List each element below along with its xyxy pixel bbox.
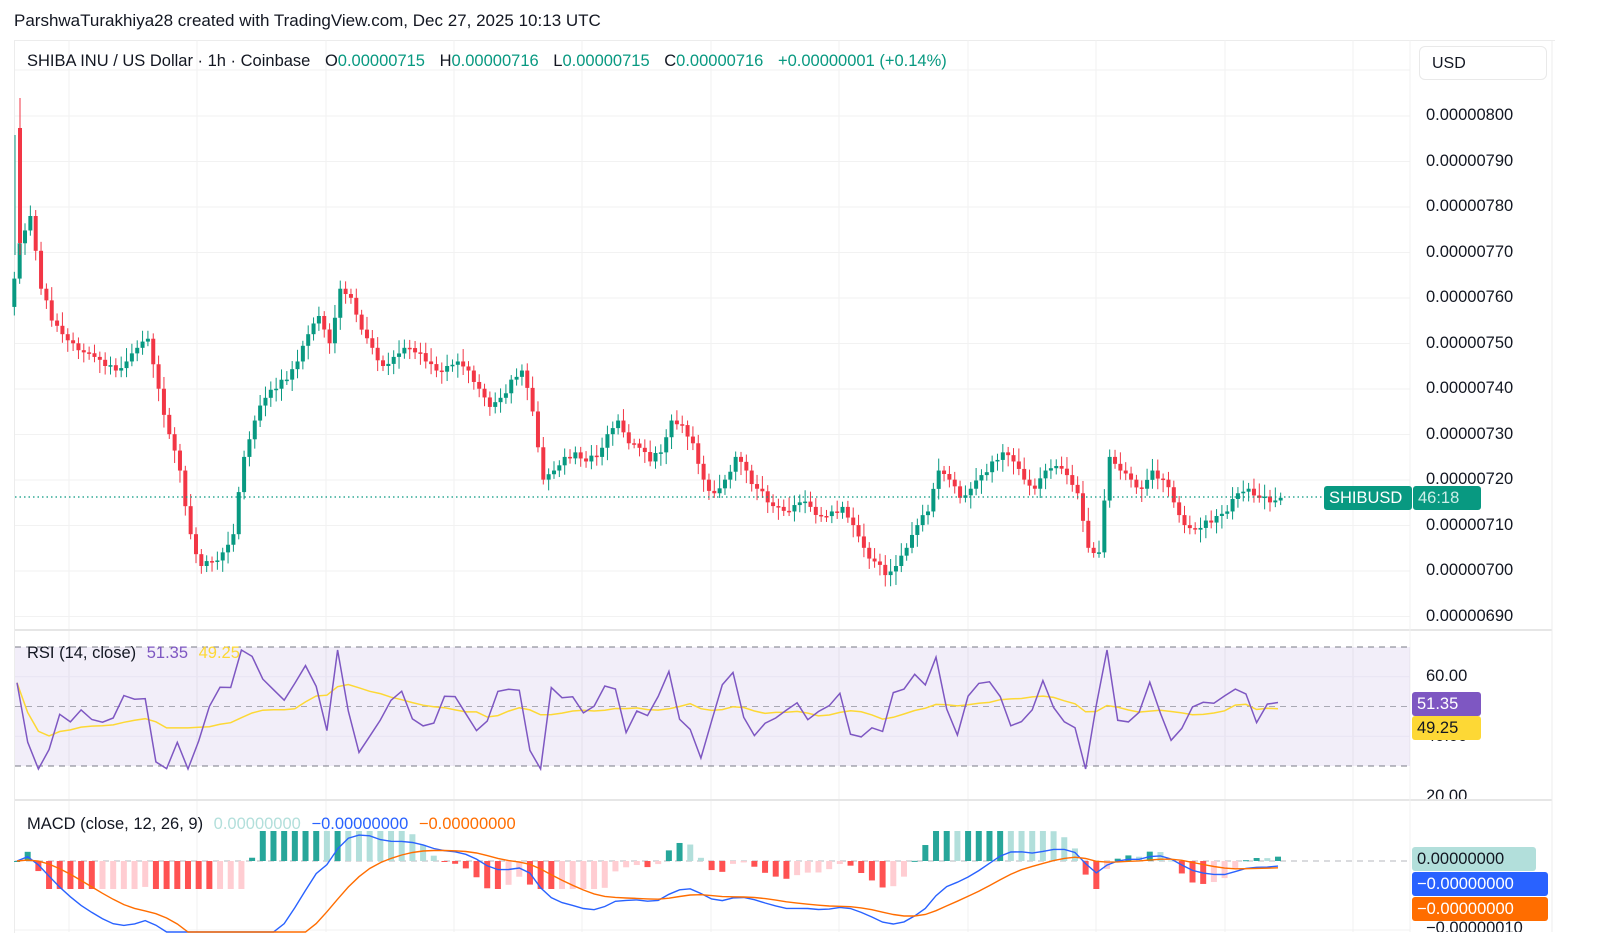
- price-axis-label: 0.00000760: [1426, 288, 1514, 306]
- rsi-axis-20: 20.00: [1426, 787, 1468, 799]
- macd-line-badge: −0.00000000: [1412, 872, 1548, 896]
- price-axis-label: 0.00000690: [1426, 606, 1514, 625]
- macd-legend: MACD (close, 12, 26, 9) 0.00000000 −0.00…: [27, 815, 516, 834]
- macd-axis-bottom: −0.00000010: [1426, 919, 1523, 932]
- rsi-value: 51.35: [146, 644, 189, 662]
- price-axis-label: 0.00000780: [1426, 197, 1514, 215]
- low-value: 0.00000715: [562, 52, 650, 70]
- price-axis-label: 0.00000710: [1426, 515, 1514, 534]
- open-value: 0.00000715: [337, 52, 425, 70]
- currency-button[interactable]: USD: [1419, 46, 1547, 80]
- rsi-axis-60: 60.00: [1426, 667, 1468, 685]
- rsi-ma-value: 49.25: [198, 644, 240, 662]
- high-value: 0.00000716: [451, 52, 539, 70]
- macd-signal-value: −0.00000000: [418, 815, 516, 833]
- price-axis-label: 0.00000770: [1426, 242, 1514, 261]
- price-axis-label: 0.00000790: [1426, 151, 1514, 170]
- countdown-badge: 46:18: [1413, 486, 1481, 510]
- macd-histogram-value: 0.00000000: [213, 815, 301, 833]
- price-axis-label: 0.00000720: [1426, 470, 1514, 488]
- macd-histogram-badge: 0.00000000: [1412, 847, 1536, 871]
- close-label: C: [664, 52, 677, 70]
- price-axis-label: 0.00000700: [1426, 561, 1514, 579]
- low-label: L: [553, 52, 563, 70]
- macd-line-value: −0.00000000: [311, 815, 409, 833]
- price-change: +0.00000001 (+0.14%): [777, 52, 947, 70]
- symbol-legend: SHIBA INU / US Dollar · 1h · Coinbase O0…: [27, 52, 947, 71]
- price-axis-label: 0.00000750: [1426, 333, 1514, 352]
- last-price-symbol-badge: SHIBUSD: [1324, 486, 1412, 510]
- price-axis-label: 0.00000740: [1426, 379, 1514, 397]
- rsi-ma-badge: 49.25: [1412, 716, 1481, 740]
- rsi-legend: RSI (14, close) 51.35 49.25: [27, 644, 240, 663]
- macd-signal-badge: −0.00000000: [1412, 897, 1548, 921]
- open-label: O: [324, 52, 338, 70]
- price-axis-label: 0.00000730: [1426, 424, 1514, 443]
- rsi-title[interactable]: RSI (14, close): [27, 644, 137, 662]
- chart-frame: [14, 40, 1555, 933]
- close-value: 0.00000716: [676, 52, 764, 70]
- symbol-title[interactable]: SHIBA INU / US Dollar · 1h · Coinbase: [27, 52, 311, 70]
- chart-credit: ParshwaTurakhiya28 created with TradingV…: [14, 11, 601, 30]
- high-label: H: [439, 52, 452, 70]
- macd-title[interactable]: MACD (close, 12, 26, 9): [27, 815, 204, 833]
- rsi-value-badge: 51.35: [1412, 692, 1481, 716]
- price-axis-label: 0.00000800: [1426, 106, 1514, 124]
